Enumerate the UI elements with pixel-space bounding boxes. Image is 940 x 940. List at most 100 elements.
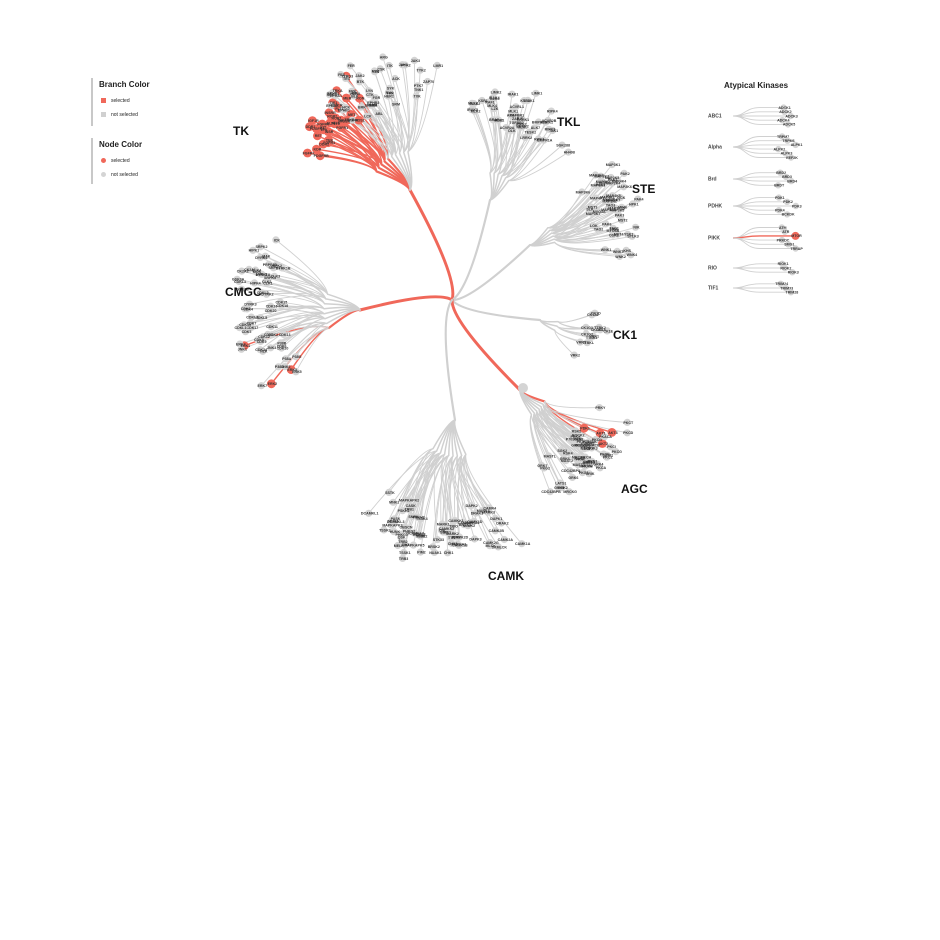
kinase-node-pskh1 [399,507,407,515]
atypical-node-alpk2 [775,145,782,153]
kinase-label-sik2: SIK2 [440,530,448,534]
kinase-node-slk [585,205,593,213]
kinase-label-mlk3: MLK3 [468,102,478,106]
kinase-node-irak1 [508,90,516,98]
kinase-node-chk1 [444,549,452,557]
kinase-label-dyrk3: DYRK3 [244,303,256,307]
kinase-label-map2k2: MAP2K2 [589,173,604,177]
atypical-family-brd: Brd [708,177,717,183]
kinase-label-egfr: EGFR [348,119,358,123]
kinase-label-mink: MINK [618,206,628,210]
kinase-node-pkci [606,443,615,451]
kinase-label-cdk6: CDK6 [277,344,287,348]
kinase-label-pkn2: PKN2 [576,457,586,461]
branch-leaf [530,414,571,472]
kinase-label-irak4: IRAK4 [489,96,500,100]
kinase-node-mlck [486,542,494,550]
kinase-label-vrk3: VRK3 [576,341,586,345]
kinase-node-qik [437,526,445,534]
branch-leaf [259,313,325,351]
kinase-label-cdkl2: CDKL2 [257,291,269,295]
kinase-label-cdkl4: CDKL4 [246,316,258,320]
kinase-label-ryk: RYK [386,91,394,95]
atypical-node-trpm7 [778,133,786,140]
branch-sub-tkl [489,179,510,201]
kinase-node-akt2 [598,439,607,448]
kinase-label-rsk3: RSK3 [574,457,584,461]
kinase-label-ttbk2: TTBK2 [594,326,606,330]
kinase-label-cdk8: CDK8 [254,338,264,342]
atypical-node-riok3 [789,269,796,276]
atypical-node-bckdk [783,211,791,218]
kinase-label-flt1: FLT1 [335,107,343,111]
kinase-node-btk [355,78,363,86]
kinase-label-ck1d: CK1D [591,312,601,316]
kinase-node-araf [507,111,515,119]
branch-sub-ste [529,241,556,247]
group-labels: TK TKL STE CMGC CK1 AGC CAMK [225,115,655,583]
kinase-label-hipk4: HIPK4 [250,281,261,285]
kinase-node-grk2 [558,484,566,492]
kinase-label-cdk18: CDK18 [276,304,288,308]
atypical-label-alpk3: ALPK3 [781,152,793,156]
kinase-node-pkaca [600,433,609,441]
atypical-node-trpm6 [784,137,791,144]
kinase-label-limk1: LIMK1 [532,92,543,96]
kinase-node-hunk [390,528,398,536]
kinase-label-akt3: AKT3 [608,431,617,435]
kinase-node-bmx [368,101,376,109]
kinase-node-cdk13 [280,330,288,339]
kinase-node-vrk2 [570,351,578,359]
branch-leaf [529,414,551,493]
atypical-family-rio: RIO [708,266,717,272]
branch-leaf [456,455,483,512]
branch-leaf [553,226,636,242]
kinase-node-trio [449,522,457,530]
kinase-node-tssk3 [380,526,388,534]
kinase-node-ck2a1 [245,265,253,273]
kinase-label-blk: BLK [351,94,359,98]
branch-leaf [369,104,389,160]
kinase-label-lmr1: LMR1 [433,64,443,68]
kinase-label-sgk1: SGK1 [583,460,593,464]
branch-leaf [246,308,326,320]
atypical-node-brd3 [782,173,790,181]
kinase-node-pkcg [612,448,620,456]
kinase-node-cdkl5 [256,314,264,322]
kinase-node-mst2 [618,216,626,224]
atypical-node-brd2 [777,169,784,176]
group-label-ck1: CK1 [613,328,637,342]
atypical-label-alpk1: ALPK1 [791,143,803,147]
atypical-label-brd4: BRD4 [787,179,797,183]
branch-leaf [465,453,523,545]
kinase-label-jnk2: JNK2 [281,365,290,369]
branch-leaf [403,64,410,153]
kinase-node-chk2 [448,539,456,548]
kinase-node-erk2 [267,379,276,389]
kinase-label-tesk1: TESK1 [523,99,535,103]
kinase-node-ryk [384,88,392,96]
branch-leaf [533,412,573,478]
kinase-label-ndr2: NDR2 [603,454,613,458]
kinase-label-jak3: JAK3 [411,59,420,63]
kinase-node-mast1 [582,440,590,448]
kinase-label-mst3: MST3 [588,206,598,210]
kinase-label-met: MET [348,113,356,117]
kinase-node-grk5 [560,455,568,463]
branch-leaf [327,139,380,169]
kinase-node-jnk3 [267,344,275,352]
kinase-label-ron: RON [356,97,364,101]
kinase-label-tnik: TNIK [610,227,619,231]
kinase-label-arg: ARG [380,55,388,59]
atypical-label-adck3: ADCK3 [785,114,797,118]
branch-leaf [542,403,628,423]
kinase-label-fes: FES [338,73,346,77]
kinase-node-tesk2 [525,128,534,136]
kinase-node-camk2b [491,527,499,535]
kinase-node-prky [595,404,604,412]
kinase-node-lmr1 [433,61,441,69]
atypical-node-adck5 [784,121,792,128]
branch-leaf [280,304,325,315]
group-label-tk: TK [233,124,249,138]
kinase-label-mst1: MST1 [599,181,609,185]
